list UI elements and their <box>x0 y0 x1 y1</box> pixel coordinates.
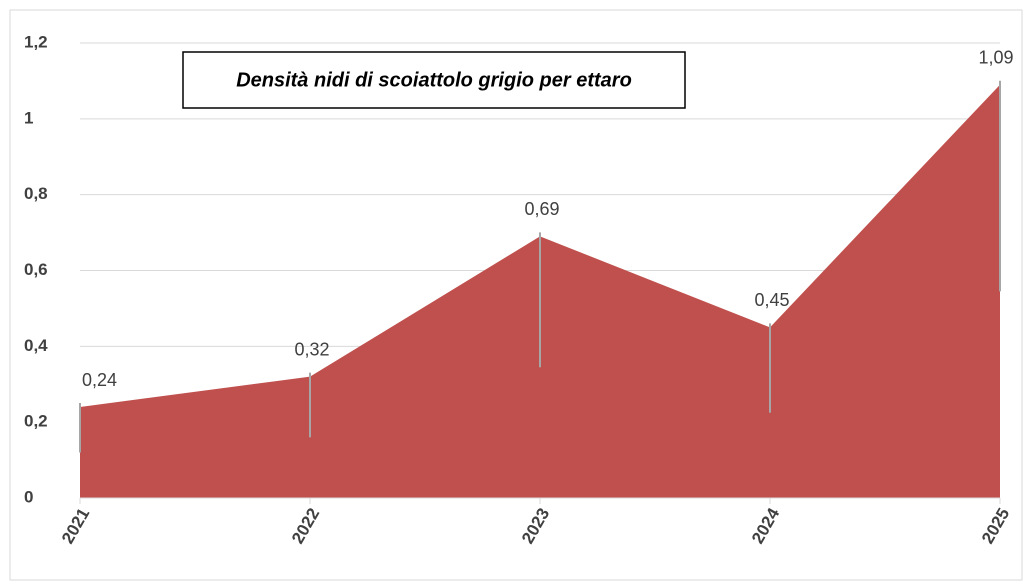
y-tick-label: 0,6 <box>24 260 48 279</box>
data-label: 0,69 <box>524 199 559 219</box>
y-tick-label: 0 <box>24 487 33 506</box>
y-tick-label: 0,8 <box>24 184 48 203</box>
data-label: 1,09 <box>978 47 1013 67</box>
data-label: 0,32 <box>294 339 329 359</box>
data-label: 0,24 <box>82 370 117 390</box>
y-tick-label: 0,4 <box>24 336 48 355</box>
marks <box>79 80 1001 498</box>
y-tick-label: 0,2 <box>24 412 48 431</box>
chart-title: Densità nidi di scoiattolo grigio per et… <box>236 69 632 91</box>
y-tick-label: 1,2 <box>24 32 48 51</box>
y-tick-label: 1 <box>24 108 33 127</box>
title-box <box>182 51 686 109</box>
data-label: 0,45 <box>754 290 789 310</box>
